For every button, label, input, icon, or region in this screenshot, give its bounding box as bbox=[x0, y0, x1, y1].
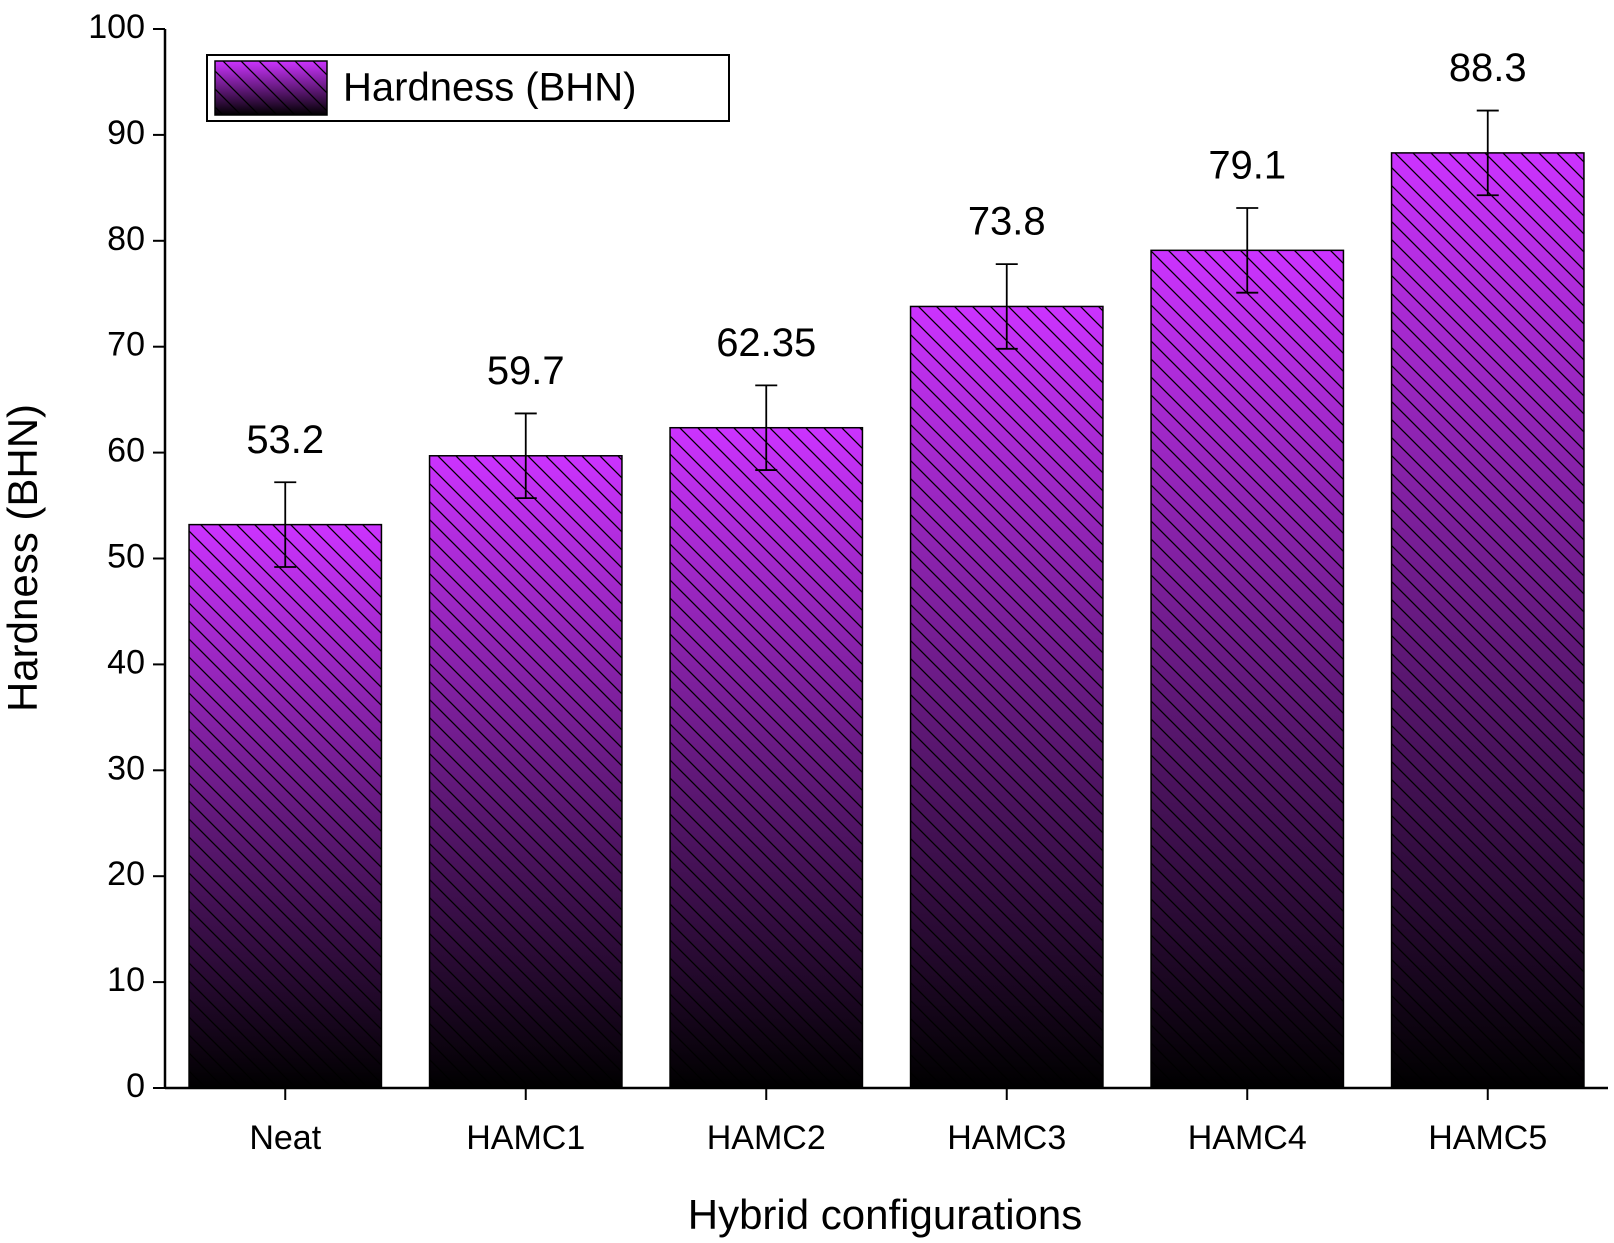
bar-hatch bbox=[1390, 152, 1585, 1089]
x-tick-label: HAMC4 bbox=[1188, 1119, 1307, 1157]
x-tick-label: HAMC3 bbox=[947, 1119, 1066, 1157]
x-tick-label: HAMC5 bbox=[1428, 1119, 1547, 1157]
value-label: 62.35 bbox=[716, 321, 816, 365]
legend-label: Hardness (BHN) bbox=[343, 66, 636, 110]
y-tick-label: 40 bbox=[107, 643, 145, 681]
y-axis-title: Hardness (BHN) bbox=[0, 404, 46, 712]
y-tick-label: 30 bbox=[107, 749, 145, 787]
error-bar bbox=[1476, 109, 1499, 197]
y-tick-label: 80 bbox=[107, 220, 145, 258]
value-label: 79.1 bbox=[1208, 144, 1286, 188]
y-tick-label: 50 bbox=[107, 537, 145, 575]
y-tick-label: 60 bbox=[107, 432, 145, 470]
value-label: 53.2 bbox=[246, 418, 324, 462]
error-bar bbox=[514, 412, 537, 500]
value-label: 88.3 bbox=[1449, 46, 1527, 90]
value-label: 59.7 bbox=[487, 349, 565, 393]
x-tick-label: HAMC2 bbox=[707, 1119, 826, 1157]
bar-hatch bbox=[1150, 249, 1345, 1089]
y-tick-label: 0 bbox=[126, 1067, 145, 1105]
x-tick-label: Neat bbox=[249, 1119, 321, 1157]
bar-hatch bbox=[428, 455, 623, 1089]
error-bar bbox=[274, 481, 297, 568]
error-bar bbox=[995, 263, 1018, 350]
legend-swatch-hatch bbox=[214, 60, 328, 116]
error-bar bbox=[755, 384, 778, 471]
y-tick-label: 100 bbox=[88, 8, 145, 46]
value-label: 73.8 bbox=[968, 200, 1046, 244]
y-tick-label: 20 bbox=[107, 855, 145, 893]
y-tick-label: 90 bbox=[107, 114, 145, 152]
x-axis-title: Hybrid configurations bbox=[688, 1191, 1083, 1238]
y-tick-label: 70 bbox=[107, 326, 145, 364]
y-tick-label: 10 bbox=[107, 961, 145, 999]
bar-hatch bbox=[909, 305, 1104, 1089]
x-tick-label: HAMC1 bbox=[466, 1119, 585, 1157]
bar-hatch bbox=[188, 523, 383, 1089]
bar-hatch bbox=[669, 426, 864, 1089]
error-bar bbox=[1236, 207, 1259, 294]
